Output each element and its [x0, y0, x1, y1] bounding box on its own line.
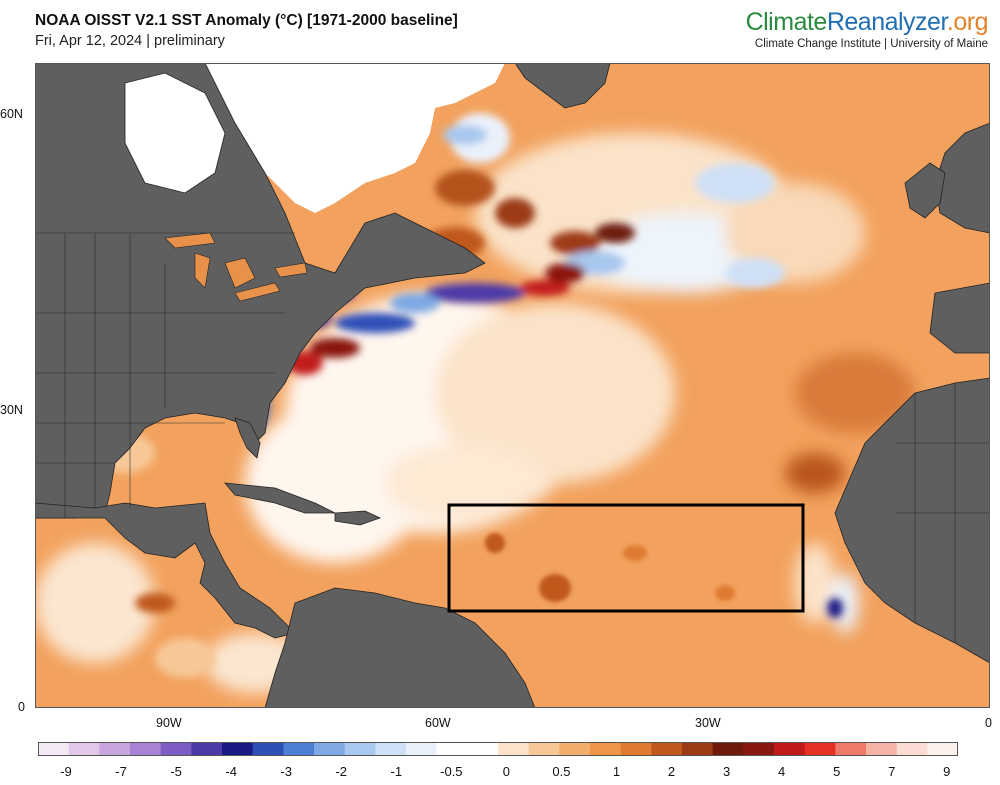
lat-tick-0: 0 — [18, 700, 25, 714]
colorbar-swatch — [160, 742, 192, 756]
colorbar-label: -9 — [60, 764, 72, 779]
british-isles — [904, 162, 946, 219]
colorbar-swatch — [559, 742, 591, 756]
colorbar-label: 0 — [502, 764, 511, 779]
brand-logo-part1: Climate — [745, 8, 828, 36]
colorbar-swatch — [283, 742, 315, 756]
colorbar-label: -7 — [115, 764, 127, 779]
colorbar-swatch — [682, 742, 714, 756]
lon-tick-90w: 90W — [156, 716, 182, 730]
colorbar-swatch — [896, 742, 928, 756]
colorbar-swatch — [191, 742, 223, 756]
brand-subtitle: Climate Change Institute | University of… — [754, 38, 988, 50]
africa — [834, 377, 990, 664]
lat-tick-60n: 60N — [0, 107, 23, 121]
colorbar-swatch — [252, 742, 284, 756]
colorbar — [38, 742, 959, 756]
map-subtitle: Fri, Apr 12, 2024 | preliminary — [35, 33, 225, 49]
cuba — [224, 482, 336, 514]
colorbar-swatch — [774, 742, 806, 756]
colorbar-label: 9 — [943, 764, 951, 779]
central-america — [35, 502, 296, 639]
brand-logo-part2: Reanalyzer — [826, 8, 948, 36]
colorbar-border — [38, 742, 958, 756]
brand-logo-part3: .org — [946, 8, 989, 36]
map-frame — [35, 63, 990, 708]
colorbar-label: 5 — [833, 764, 841, 779]
colorbar-swatch — [804, 742, 836, 756]
colorbar-swatch — [406, 742, 438, 756]
brand-logo[interactable]: ClimateReanalyzer.org — [745, 8, 989, 37]
lon-tick-30w: 30W — [695, 716, 721, 730]
colorbar-swatch — [528, 742, 560, 756]
colorbar-label: -5 — [170, 764, 182, 779]
florida — [234, 417, 261, 459]
anomaly-field — [35, 113, 915, 693]
colorbar-label: 7 — [888, 764, 896, 779]
colorbar-swatch — [835, 742, 867, 756]
colorbar-swatch — [99, 742, 131, 756]
highlight-region-box — [447, 503, 805, 613]
lon-tick-0: 0 — [985, 716, 992, 730]
colorbar-swatch — [590, 742, 622, 756]
greenland-land — [514, 63, 611, 109]
colorbar-swatch — [927, 742, 959, 756]
hudson-bay — [124, 72, 226, 194]
colorbar-swatch — [375, 742, 407, 756]
colorbar-label: -2 — [335, 764, 348, 779]
colorbar-swatch — [743, 742, 775, 756]
colorbar-label: -4 — [225, 764, 237, 779]
map-title: NOAA OISST V2.1 SST Anomaly (°C) [1971-2… — [35, 12, 458, 29]
lon-tick-60w: 60W — [425, 716, 451, 730]
colorbar-swatch — [68, 742, 100, 756]
colorbar-label: 1 — [612, 764, 621, 779]
great-lakes — [164, 232, 308, 302]
colorbar-swatch — [344, 742, 376, 756]
colorbar-label: -1 — [390, 764, 403, 779]
colorbar-label: -3 — [280, 764, 292, 779]
colorbar-label: -0.5 — [440, 764, 463, 779]
colorbar-swatch — [38, 742, 70, 756]
colorbar-swatch — [314, 742, 346, 756]
colorbar-label: 3 — [722, 764, 731, 779]
lat-tick-30n: 30N — [0, 403, 23, 417]
sst-anomaly-map — [35, 63, 990, 708]
colorbar-swatch — [498, 742, 530, 756]
south-america — [264, 587, 536, 708]
colorbar-swatch — [712, 742, 744, 756]
colorbar-label: 4 — [778, 764, 786, 779]
colorbar-label: 2 — [667, 764, 676, 779]
iberia — [929, 282, 990, 354]
colorbar-swatch — [222, 742, 254, 756]
greenland-ice — [205, 63, 505, 213]
colorbar-swatch — [620, 742, 652, 756]
colorbar-swatch — [436, 742, 468, 756]
colorbar-swatch — [130, 742, 162, 756]
colorbar-swatch — [866, 742, 898, 756]
colorbar-label: 0.5 — [552, 764, 571, 779]
hispaniola — [334, 510, 382, 526]
colorbar-swatch — [651, 742, 683, 756]
colorbar-swatch — [467, 742, 499, 756]
borders — [35, 232, 990, 643]
